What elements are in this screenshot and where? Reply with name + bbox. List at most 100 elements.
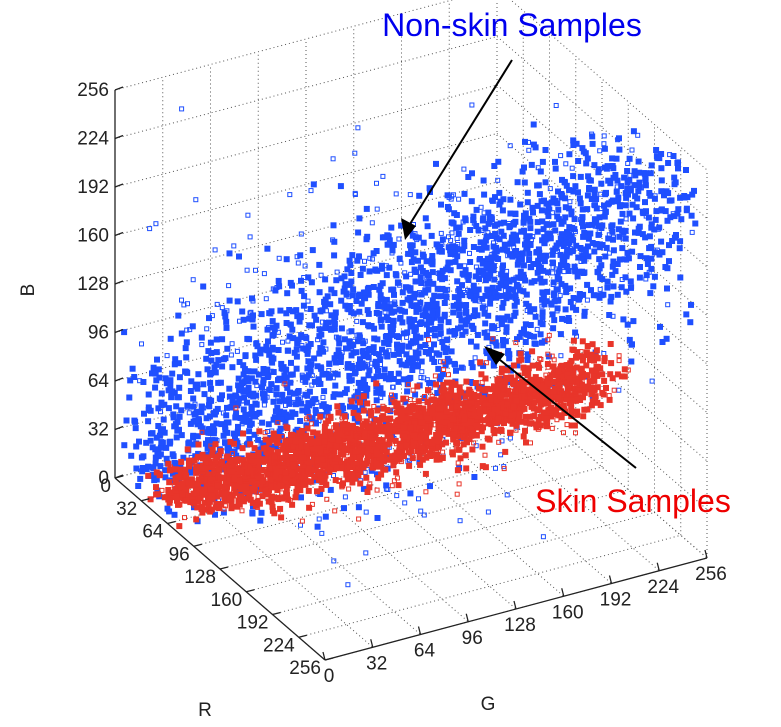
data-point — [304, 416, 310, 422]
data-point — [264, 451, 270, 457]
data-point — [357, 399, 363, 406]
data-point — [195, 498, 202, 505]
data-point — [226, 297, 233, 304]
data-point — [437, 294, 442, 300]
data-point — [665, 302, 671, 308]
data-point — [342, 494, 348, 500]
data-point — [481, 191, 488, 198]
data-point — [283, 374, 290, 381]
data-point — [289, 455, 296, 462]
data-point — [355, 407, 362, 414]
data-point — [593, 367, 600, 374]
data-point — [378, 323, 385, 330]
data-point — [436, 438, 443, 445]
data-point — [596, 214, 603, 221]
data-point — [541, 278, 548, 285]
data-point — [608, 360, 615, 367]
data-point — [322, 276, 329, 283]
data-point — [408, 271, 414, 277]
data-point — [527, 413, 533, 420]
data-point — [171, 460, 178, 466]
data-point — [416, 404, 423, 411]
data-point — [445, 319, 452, 326]
data-point — [297, 314, 304, 321]
data-point — [428, 331, 434, 337]
data-point — [154, 451, 161, 458]
data-point — [583, 362, 590, 369]
data-point — [510, 411, 517, 418]
data-point — [456, 224, 463, 231]
data-point — [296, 318, 303, 325]
data-point — [485, 272, 492, 279]
data-point — [253, 267, 258, 273]
data-point — [476, 245, 483, 252]
data-point — [267, 476, 274, 483]
data-point — [498, 379, 505, 386]
data-point — [348, 309, 355, 316]
data-point — [472, 380, 479, 386]
data-point — [161, 429, 168, 436]
data-point — [217, 379, 224, 386]
data-point — [246, 417, 253, 424]
data-point — [454, 278, 461, 285]
data-point — [406, 287, 412, 293]
data-point — [242, 368, 249, 374]
data-point — [154, 356, 160, 363]
data-point — [206, 498, 213, 505]
data-point — [333, 422, 339, 429]
data-point — [158, 409, 163, 415]
data-point — [319, 456, 326, 463]
data-point — [121, 329, 128, 336]
data-point — [325, 414, 331, 420]
data-point — [242, 352, 249, 359]
data-point — [419, 444, 426, 451]
data-point — [331, 290, 338, 297]
data-point — [500, 388, 507, 394]
data-point — [551, 357, 557, 363]
data-point — [319, 461, 326, 468]
data-point — [476, 402, 482, 407]
data-point — [424, 223, 431, 230]
data-point — [316, 471, 323, 478]
data-point — [216, 395, 223, 402]
data-point — [268, 311, 274, 317]
data-point — [249, 499, 256, 506]
data-point — [153, 434, 160, 441]
data-point — [529, 348, 536, 355]
data-point — [391, 478, 397, 484]
data-point — [346, 329, 352, 335]
data-point — [468, 360, 475, 366]
data-point — [199, 483, 206, 489]
data-point — [631, 182, 638, 189]
data-point — [444, 204, 451, 210]
data-point — [557, 292, 563, 298]
data-point — [245, 452, 252, 459]
data-point — [492, 288, 499, 295]
data-point — [521, 212, 527, 219]
data-point — [674, 159, 681, 166]
data-point — [399, 440, 406, 447]
data-point — [406, 449, 412, 456]
data-point — [537, 267, 543, 274]
data-point — [348, 278, 355, 285]
data-point — [626, 155, 633, 162]
data-point — [506, 224, 513, 231]
data-point — [437, 336, 443, 342]
data-point — [248, 375, 255, 382]
data-point — [683, 205, 690, 212]
data-point — [483, 262, 490, 268]
data-point — [615, 137, 621, 143]
data-point — [390, 317, 397, 324]
data-point — [219, 336, 226, 343]
data-point — [389, 326, 396, 333]
data-point — [332, 477, 339, 484]
data-point — [569, 248, 576, 255]
data-point — [473, 432, 480, 439]
data-point — [355, 415, 362, 422]
data-point — [614, 291, 621, 298]
data-point — [253, 356, 260, 363]
data-point — [399, 342, 406, 349]
data-point — [459, 247, 466, 254]
data-point — [626, 336, 633, 343]
data-point — [504, 247, 511, 254]
